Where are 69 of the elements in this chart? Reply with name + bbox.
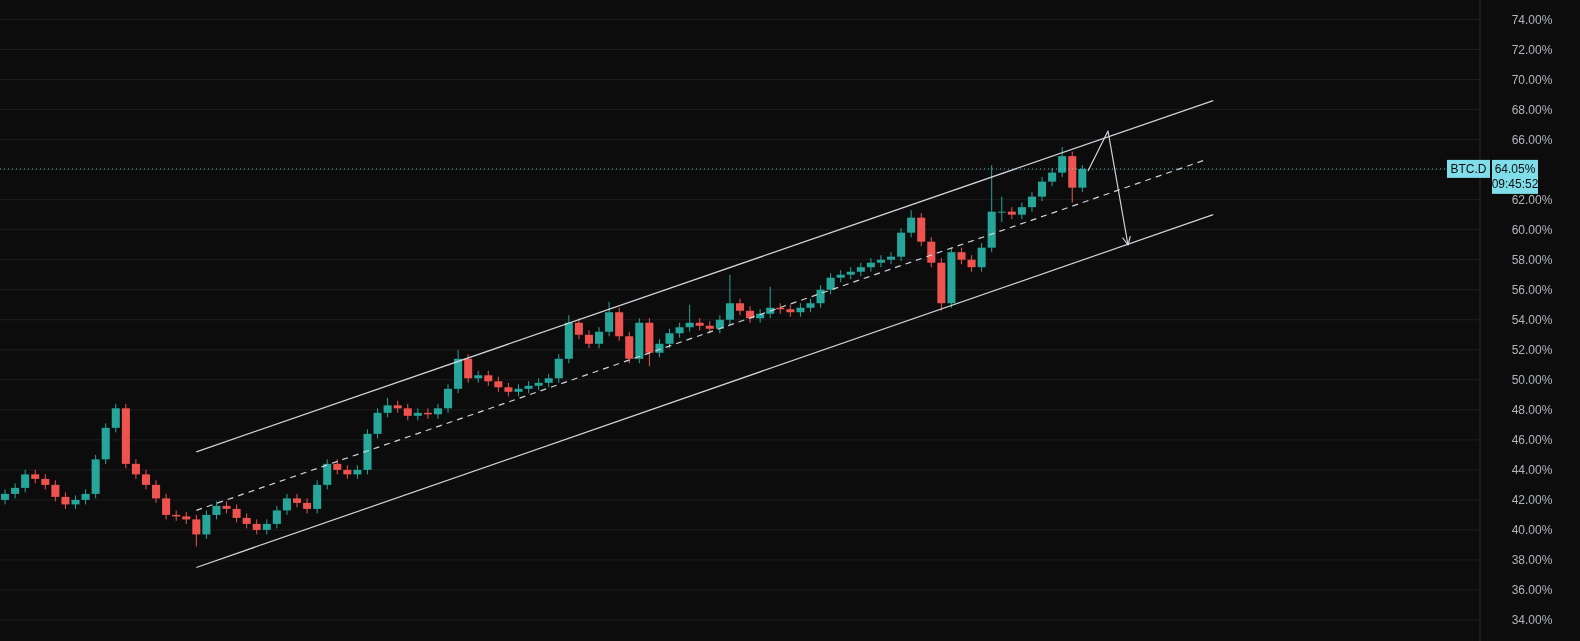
candlestick [1027,191,1036,213]
candlestick [1038,176,1047,202]
candlestick [595,326,604,349]
y-tick-label: 60.00% [1511,222,1553,237]
candlestick [51,479,60,502]
y-tick-label: 44.00% [1511,463,1553,478]
candlestick [1058,146,1067,178]
candlestick [554,353,563,384]
candlestick [735,298,745,316]
y-tick-label: 46.00% [1511,433,1553,448]
candlestick [383,397,392,418]
candlestick [584,329,594,349]
y-tick-label: 48.00% [1511,403,1553,418]
candlestick [282,493,291,516]
candlestick [192,514,201,547]
text: 09:45:52 [1491,177,1539,192]
candlestick [303,497,312,514]
candlestick [1078,164,1087,193]
candlestick [1048,167,1057,187]
candlestick [11,482,20,499]
candlestick [1017,202,1026,220]
ref-line-label: 64.05% [1494,162,1536,177]
candlestick [605,301,614,337]
candlestick [886,251,896,265]
candlestick [574,317,583,340]
candlestick [826,272,835,295]
candlestick [232,503,241,523]
candlestick [725,274,734,325]
candlestick [111,403,120,433]
candlestick [997,196,1006,223]
candlestick [433,403,442,420]
y-tick-label: 68.00% [1511,102,1553,117]
candlestick [625,331,634,364]
y-tick-label: 54.00% [1511,312,1553,327]
candlestick [816,284,825,309]
y-tick-label: 52.00% [1511,342,1553,357]
candlestick [464,353,473,384]
candlestick [876,254,885,268]
y-tick-label: 66.00% [1511,132,1553,147]
candlestick [927,236,936,268]
candlestick [212,500,221,520]
y-tick-label: 34.00% [1511,613,1553,628]
candlestick [715,314,724,334]
y-tick-label: 70.00% [1511,72,1553,87]
candlestick [202,509,211,540]
y-tick-label: 72.00% [1511,42,1553,57]
candlestick [152,479,161,504]
candlestick [373,407,382,439]
y-tick-label: 58.00% [1511,252,1553,267]
candlestick [162,493,171,520]
candlestick [907,209,916,238]
candlestick [977,242,986,273]
y-tick-label: 38.00% [1511,553,1553,568]
candlestick [665,328,674,349]
candlestick [141,469,151,490]
y-tick-label: 40.00% [1511,523,1553,538]
y-tick-label: 74.00% [1511,12,1553,27]
candlestick [131,458,140,480]
y-tick-label: 62.00% [1511,192,1553,207]
y-tick-label: 50.00% [1511,373,1553,387]
candlestick [272,505,281,529]
candlestick [444,383,453,414]
candlestick [292,493,302,508]
candlestick [21,469,30,493]
candlestick [323,458,332,490]
y-tick-label: 42.00% [1511,493,1553,508]
candlestick [1,488,10,505]
y-tick-label: 36.00% [1511,583,1553,598]
y-tick-label: 56.00% [1511,282,1553,297]
